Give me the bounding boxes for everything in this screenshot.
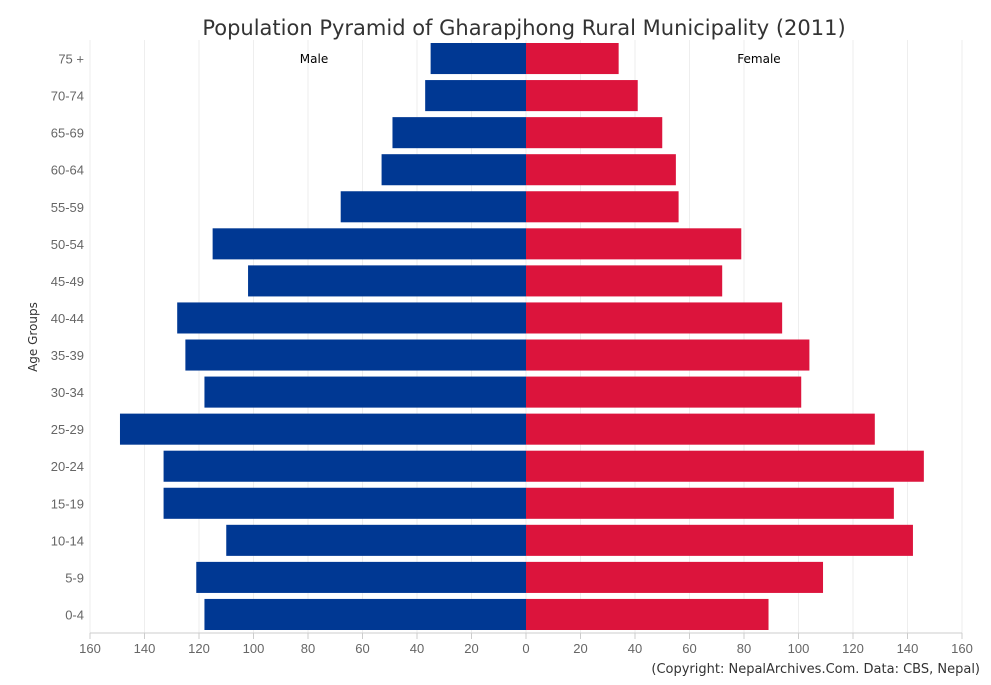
male-bar — [248, 265, 527, 297]
y-tick-label: 20-24 — [51, 459, 84, 474]
female-bar — [526, 302, 783, 334]
female-bar — [526, 561, 824, 593]
x-tick-label: 100 — [788, 641, 810, 656]
x-tick-label: 20 — [464, 641, 478, 656]
y-tick-label: 55-59 — [51, 200, 84, 215]
x-tick-label: 60 — [682, 641, 696, 656]
y-tick-label: 35-39 — [51, 348, 84, 363]
x-tick-label: 100 — [243, 641, 265, 656]
y-tick-label: 15-19 — [51, 496, 84, 511]
y-tick-label: 50-54 — [51, 237, 84, 252]
female-bar — [526, 450, 924, 482]
x-tick-label: 120 — [842, 641, 864, 656]
y-tick-label: 40-44 — [51, 311, 84, 326]
x-tick-label: 160 — [951, 641, 973, 656]
female-bar — [526, 228, 742, 260]
male-series-label: Male — [300, 52, 328, 66]
x-tick-label: 80 — [737, 641, 751, 656]
credit-text: (Copyright: NepalArchives.Com. Data: CBS… — [651, 662, 980, 677]
y-tick-label: 60-64 — [51, 163, 84, 178]
female-bar — [526, 376, 802, 408]
y-tick-label: 45-49 — [51, 274, 84, 289]
male-bar — [163, 450, 526, 482]
male-bar — [381, 154, 526, 186]
x-tick-label: 120 — [188, 641, 210, 656]
female-bar — [526, 154, 676, 186]
x-tick-label: 40 — [410, 641, 424, 656]
male-bar — [204, 376, 526, 408]
x-tick-label: 140 — [134, 641, 156, 656]
male-bar — [392, 117, 526, 149]
y-axis-label: Age Groups — [26, 302, 40, 372]
female-bar — [526, 339, 810, 371]
y-tick-label: 5-9 — [65, 570, 84, 585]
male-bar — [119, 413, 526, 445]
male-bar — [430, 43, 526, 75]
male-bar — [204, 598, 526, 630]
chart-title: Population Pyramid of Gharapjhong Rural … — [202, 16, 845, 40]
female-bar — [526, 43, 619, 75]
x-tick-label: 40 — [628, 641, 642, 656]
male-bar — [425, 80, 526, 112]
female-series-label: Female — [737, 52, 780, 66]
x-tick-label: 20 — [573, 641, 587, 656]
y-tick-label: 25-29 — [51, 422, 84, 437]
male-bar — [177, 302, 526, 334]
male-bar — [185, 339, 526, 371]
female-bar — [526, 117, 663, 149]
male-bar — [163, 487, 526, 519]
y-tick-label: 30-34 — [51, 385, 84, 400]
female-bar — [526, 598, 769, 630]
y-tick-label: 75 + — [58, 52, 84, 67]
female-bar — [526, 524, 913, 556]
x-tick-label: 60 — [355, 641, 369, 656]
female-bar — [526, 80, 638, 112]
x-tick-label: 80 — [301, 641, 315, 656]
female-bar — [526, 191, 679, 223]
x-tick-label: 160 — [79, 641, 101, 656]
x-tick-label: 140 — [897, 641, 919, 656]
y-tick-label: 10-14 — [51, 533, 84, 548]
x-tick-label: 0 — [522, 641, 529, 656]
male-bar — [340, 191, 526, 223]
male-bar — [196, 561, 526, 593]
y-tick-label: 65-69 — [51, 126, 84, 141]
y-tick-label: 0-4 — [65, 607, 84, 622]
y-tick-label: 70-74 — [51, 89, 84, 104]
male-bar — [212, 228, 526, 260]
female-bar — [526, 265, 723, 297]
female-bar — [526, 413, 875, 445]
female-bar — [526, 487, 894, 519]
male-bar — [226, 524, 526, 556]
